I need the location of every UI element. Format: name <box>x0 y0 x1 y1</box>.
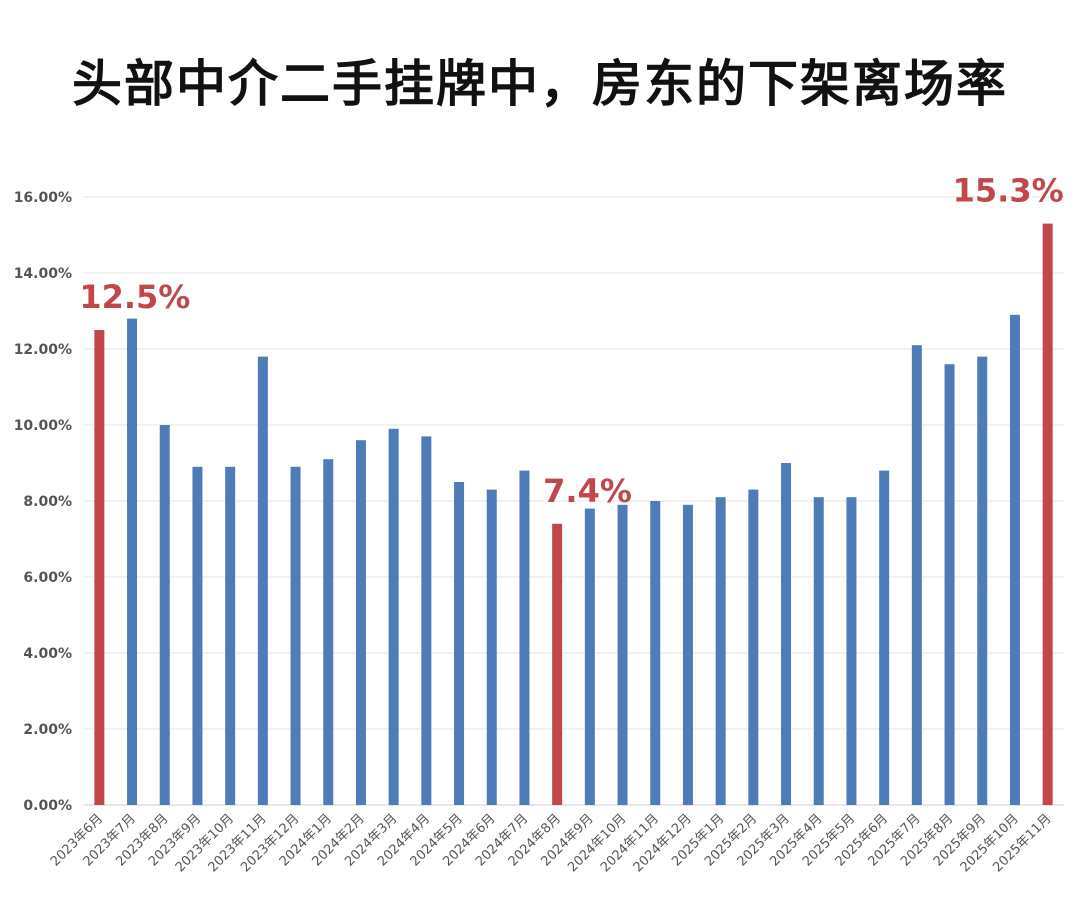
data-label: 7.4% <box>543 472 632 510</box>
x-axis: 2023年6月2023年7月2023年8月2023年9月2023年10月2023… <box>48 811 1055 875</box>
bar <box>944 364 955 805</box>
bar <box>192 466 203 805</box>
chart-title: 头部中介二手挂牌中，房东的下架离场率 <box>72 55 1008 113</box>
y-tick-label: 6.00% <box>23 570 72 586</box>
bar <box>911 345 922 805</box>
bar <box>682 504 693 805</box>
bar <box>846 497 857 805</box>
data-labels: 12.5% 7.4% 15.3% <box>79 172 1063 510</box>
y-tick-label: 10.00% <box>14 418 72 434</box>
bar <box>617 504 628 805</box>
bar <box>748 489 759 805</box>
y-tick-label: 14.00% <box>14 266 72 282</box>
bar <box>584 508 595 805</box>
bar <box>781 463 792 805</box>
y-tick-label: 4.00% <box>23 646 72 662</box>
bar <box>650 501 661 805</box>
y-tick-label: 2.00% <box>23 722 72 738</box>
bar <box>225 466 236 805</box>
bar <box>421 436 432 805</box>
bar <box>1042 223 1053 806</box>
y-tick-label: 12.00% <box>14 342 72 358</box>
bars <box>94 223 1053 806</box>
bar <box>323 459 334 805</box>
y-tick-label: 16.00% <box>14 190 72 206</box>
bar <box>519 470 530 805</box>
data-label: 15.3% <box>953 172 1064 210</box>
y-tick-label: 0.00% <box>23 798 72 814</box>
bar <box>1009 314 1020 805</box>
data-label: 12.5% <box>79 278 190 316</box>
bar <box>127 318 138 805</box>
y-axis: 0.00% 2.00% 4.00% 6.00% 8.00% 10.00% 12.00% 14.… <box>14 190 72 814</box>
bar <box>388 428 399 805</box>
bar <box>94 330 105 805</box>
bar <box>454 482 465 805</box>
y-tick-label: 8.00% <box>23 494 72 510</box>
bar <box>813 497 824 805</box>
bar <box>159 425 170 805</box>
bar <box>552 523 563 805</box>
bar <box>257 356 268 805</box>
bar <box>290 466 301 805</box>
bar <box>977 356 988 805</box>
bar <box>355 440 366 805</box>
bar <box>879 470 890 805</box>
bar <box>715 497 726 805</box>
bar <box>486 489 497 805</box>
grid-lines <box>83 196 1064 806</box>
